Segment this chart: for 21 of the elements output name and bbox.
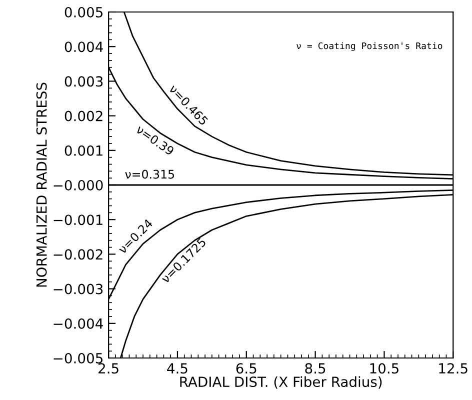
y-tick-label: −0.000 <box>54 180 103 190</box>
x-tick-label: 4.5 <box>167 363 188 374</box>
x-tick-label: 8.5 <box>305 363 326 374</box>
x-axis-title: RADIAL DIST. (X Fiber Radius) <box>180 376 382 389</box>
y-axis-title: NORMALIZED RADIAL STRESS <box>36 82 47 287</box>
annotation: ν = Coating Poisson's Ratio <box>296 42 442 51</box>
y-tick-label: 0.005 <box>64 6 102 18</box>
y-tick-label: 0.003 <box>64 76 103 87</box>
y-tick-label: −0.005 <box>54 352 102 364</box>
legend-label: ν=0.315 <box>125 170 174 179</box>
y-tick-label: −0.002 <box>54 249 102 260</box>
y-tick-label: 0.001 <box>64 145 102 156</box>
x-tick-label: 2.5 <box>98 363 118 374</box>
y-tick-label: −0.004 <box>54 318 103 329</box>
y-tick-label: 0.004 <box>64 42 103 52</box>
y-tick-label: −0.003 <box>54 284 103 294</box>
x-tick-label: 12.5 <box>439 363 468 374</box>
x-tick-label: 6.5 <box>236 363 256 374</box>
y-tick-label: −0.001 <box>54 214 102 226</box>
x-tick-label: 10.5 <box>370 363 398 374</box>
y-tick-label: 0.002 <box>64 110 102 122</box>
